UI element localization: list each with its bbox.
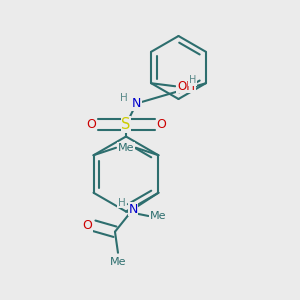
- Text: OH: OH: [177, 80, 195, 93]
- Text: O: O: [156, 118, 166, 131]
- Text: Me: Me: [150, 211, 166, 221]
- Text: H: H: [120, 93, 128, 103]
- Text: N: N: [132, 97, 141, 110]
- Text: Me: Me: [110, 257, 126, 267]
- Text: O: O: [82, 219, 92, 232]
- Text: O: O: [86, 118, 96, 131]
- Text: H: H: [118, 198, 125, 208]
- Text: H: H: [189, 75, 196, 85]
- Text: S: S: [121, 117, 131, 132]
- Text: Me: Me: [118, 143, 134, 153]
- Text: N: N: [128, 203, 138, 216]
- Text: Me: Me: [118, 143, 134, 153]
